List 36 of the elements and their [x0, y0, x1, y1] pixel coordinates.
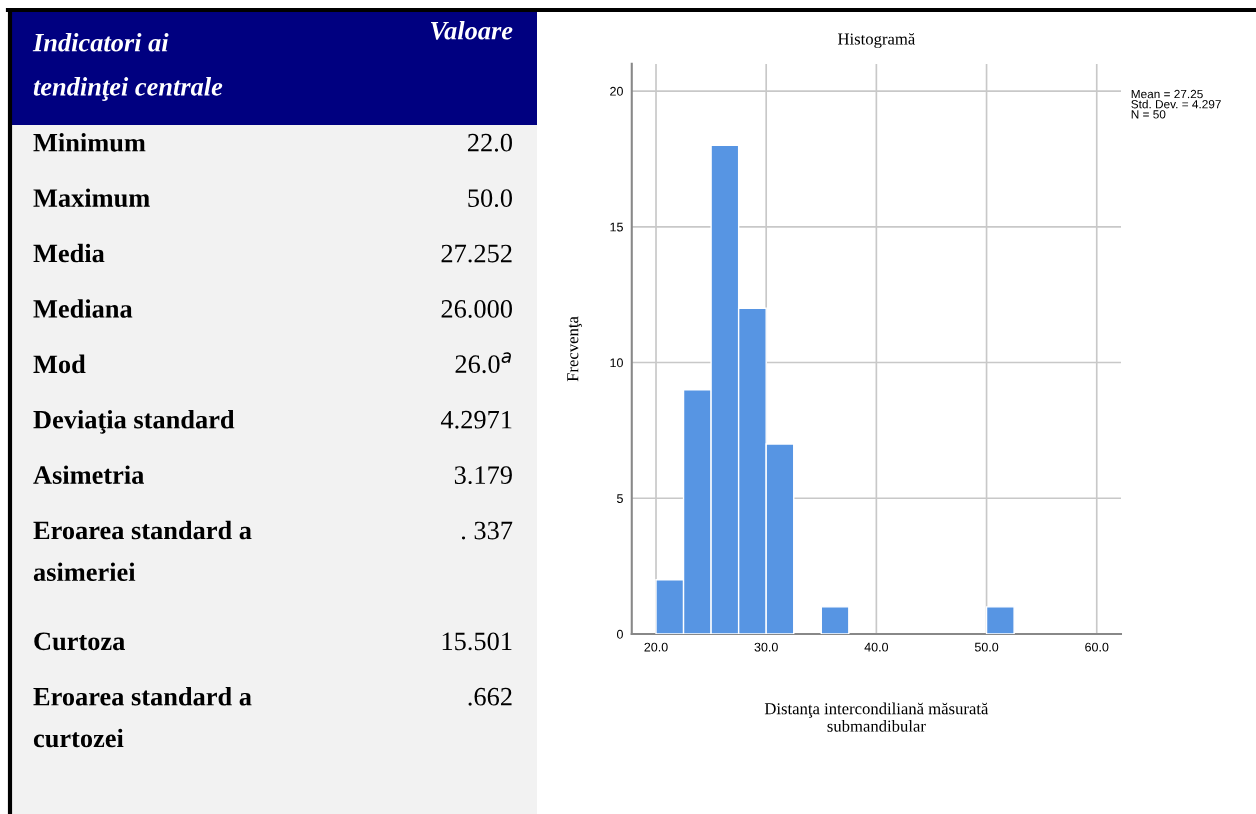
y-axis-title: Frecvenţa [567, 316, 582, 382]
text: 50.0 [468, 189, 512, 208]
text: . 337 [461, 521, 513, 540]
category-label: Mod [33, 354, 86, 374]
x-tick-label: 30.0 [754, 642, 778, 652]
category-label: Deviaţia standard [33, 410, 235, 434]
text: 22.0 [467, 133, 512, 152]
text: .662 [468, 687, 512, 706]
category-label: Eroarea standard a asimeriei [33, 520, 252, 582]
category-label: Maximum [33, 188, 150, 208]
category-label: Curtoza [34, 632, 125, 651]
text: 27.252 [441, 244, 512, 263]
category-label: Media [33, 243, 105, 263]
text: 26.0$^{a}$ [455, 352, 511, 374]
y-tick-label: 0 [616, 629, 623, 639]
text: 26.000 [441, 300, 512, 318]
category-label: Asimetria [33, 465, 144, 484]
text: 15.501 [442, 632, 512, 651]
category-label: Minimum [33, 133, 146, 152]
text: Indicatori ai tendinţei centrale [32, 33, 223, 101]
text: Mean = 27.25 Std. Dev. = 4.297 N = 50 [1131, 89, 1221, 119]
text: Valoare [430, 21, 513, 40]
text: 4.2971 [440, 410, 512, 429]
category-label: Eroarea standard a curtozei [33, 687, 252, 748]
y-tick-label: 10 [610, 358, 623, 368]
y-tick-label: 5 [616, 494, 623, 503]
x-axis-title: Distanţa intercondiliană măsurată submandibular [764, 702, 989, 732]
y-tick-label: 15 [610, 222, 623, 232]
x-tick-label: 40.0 [864, 642, 889, 652]
chart-title: Histogramă [837, 33, 916, 49]
text: 3.179 [454, 466, 512, 485]
x-tick-label: 50.0 [974, 642, 999, 652]
category-label: Mediana [33, 299, 133, 318]
x-tick-label: 20.0 [644, 642, 668, 652]
y-tick-label: 20 [610, 86, 623, 96]
x-tick-label: 60.0 [1085, 642, 1109, 652]
